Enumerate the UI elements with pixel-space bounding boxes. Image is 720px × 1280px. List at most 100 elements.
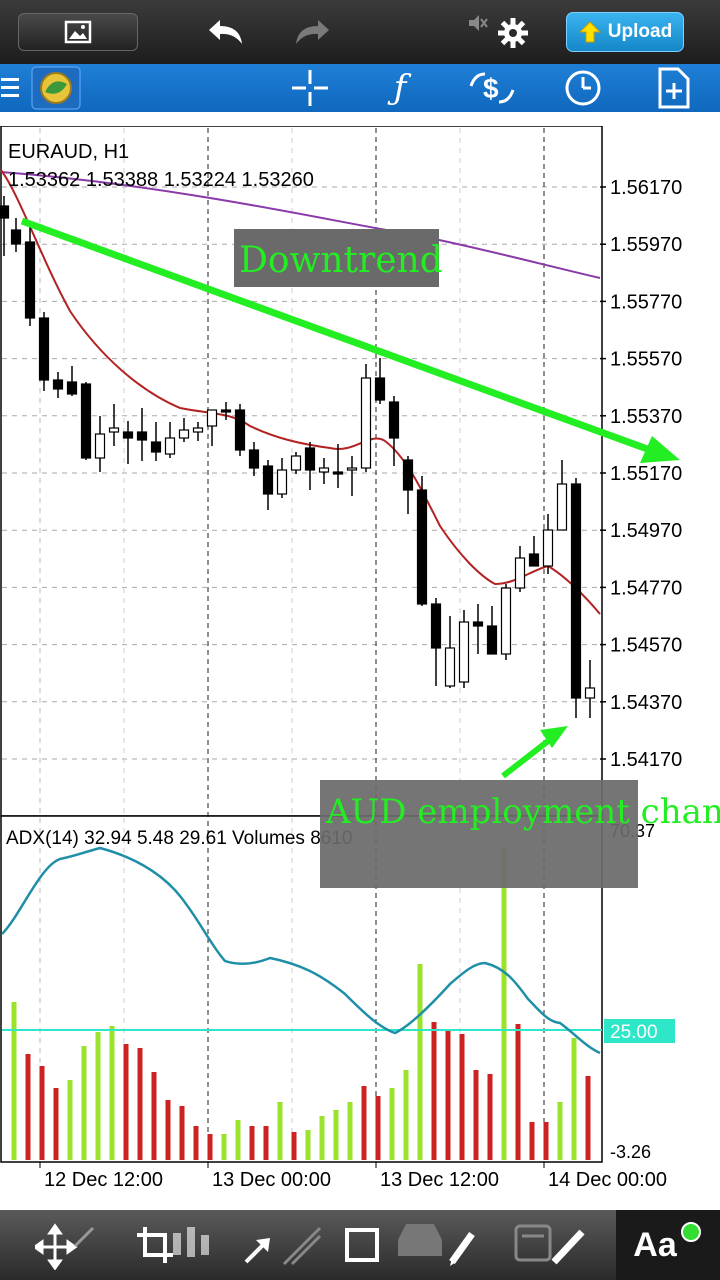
undo-icon[interactable] [206, 16, 246, 48]
time-tick-label: 13 Dec 00:00 [212, 1169, 331, 1191]
candle-body [542, 529, 554, 567]
candle [234, 404, 246, 456]
downtrend-label: Downtrend [239, 240, 443, 281]
candle-body [430, 603, 442, 649]
crop-icon[interactable] [130, 1210, 180, 1280]
candle-body [416, 489, 428, 605]
candle [430, 598, 442, 686]
move-icon[interactable] [30, 1210, 100, 1280]
document-icon[interactable] [510, 1210, 590, 1280]
aud-label: AUD employment change [325, 792, 720, 832]
candle-body [80, 383, 92, 459]
candle-body [346, 467, 358, 471]
indicator-level-label: 25.00 [610, 1022, 658, 1043]
new-order-icon[interactable] [654, 64, 694, 112]
app-logo-icon[interactable] [30, 64, 82, 112]
volume-bar [571, 1038, 577, 1160]
candle-body [234, 409, 246, 451]
price-chart[interactable]: 1.56170 1.55970 1.55770 1.55570 1.55370 1.551… [0, 125, 720, 1194]
volume-bar [417, 964, 423, 1160]
candle [276, 458, 288, 498]
text-size-icon[interactable]: Aa [616, 1210, 720, 1280]
aud-label-box [320, 780, 638, 888]
indicator-f-icon[interactable]: ƒ [393, 68, 407, 108]
candle [402, 456, 414, 514]
svg-text:$: $ [483, 73, 499, 104]
menu-icon[interactable] [0, 64, 22, 112]
slow-moving-average-line [0, 171, 601, 279]
arrow-draw-icon[interactable] [236, 1210, 326, 1280]
time-tick-label: 14 Dec 00:00 [548, 1169, 667, 1191]
time-tick-label: 12 Dec 12:00 [44, 1169, 163, 1191]
volume-bar [81, 1046, 87, 1160]
candle [150, 422, 162, 461]
candle [0, 196, 10, 256]
candle-body [332, 471, 344, 475]
indicator-min-label: -3.26 [610, 1142, 651, 1162]
candle-body [38, 317, 50, 381]
time-axis: 12 Dec 12:00 13 Dec 00:00 13 Dec 12:00 14 D… [39, 1162, 667, 1191]
volume-bar [193, 1126, 199, 1160]
candles-icon[interactable] [162, 1210, 222, 1280]
redo-icon[interactable] [292, 16, 332, 48]
symbol-label: EURAUD, H1 [8, 141, 129, 163]
rectangle-icon[interactable] [340, 1210, 384, 1280]
volume-bar [557, 1102, 563, 1160]
candle [178, 418, 190, 442]
candle-body [500, 587, 512, 655]
price-tick-label: 1.54570 [610, 635, 682, 657]
ohlc-values: 1.53362 1.53388 1.53224 1.53260 [8, 169, 314, 191]
candle [108, 404, 120, 446]
volume-bar [529, 1122, 535, 1160]
volume-bar [207, 1134, 213, 1160]
chart-window[interactable]: 1.56170 1.55970 1.55770 1.55570 1.55370 1.551… [0, 125, 720, 1194]
image-button[interactable] [18, 13, 138, 51]
candle [360, 364, 372, 472]
candle [570, 478, 582, 718]
candle [388, 396, 400, 466]
volume-bar [263, 1126, 269, 1160]
volume-bar [165, 1100, 171, 1160]
downtrend-arrow [20, 217, 680, 463]
price-tick-label: 1.55370 [610, 406, 682, 428]
volume-bar [11, 1002, 17, 1160]
candle [458, 610, 470, 688]
volume-bar [473, 1070, 479, 1160]
candle [332, 444, 344, 488]
candle [486, 606, 498, 655]
price-tick-label: 1.56170 [610, 177, 682, 199]
candle-body [388, 401, 400, 439]
volume-bar [445, 1030, 451, 1160]
candle [206, 409, 218, 446]
volume-bar [25, 1054, 31, 1160]
clock-icon[interactable] [560, 64, 606, 112]
candle-body [24, 241, 36, 319]
candle-body [248, 449, 260, 469]
volume-bar [39, 1066, 45, 1160]
time-tick-label: 13 Dec 12:00 [380, 1169, 499, 1191]
trade-icon[interactable]: $ [466, 64, 518, 112]
volume-bar [53, 1088, 59, 1160]
top-action-bar: Upload [0, 0, 720, 64]
candle-body [570, 483, 582, 699]
volume-bar [515, 1024, 521, 1160]
settings-gear-icon[interactable] [496, 16, 530, 50]
candlesticks [0, 196, 596, 718]
crosshair-icon[interactable] [288, 64, 332, 112]
volume-bar [389, 1088, 395, 1160]
volume-bar [291, 1132, 297, 1160]
candle [444, 616, 456, 688]
vertical-gridlines [39, 128, 545, 1160]
candle-body [0, 205, 10, 219]
adx-line [1, 846, 601, 1055]
price-tick-label: 1.55170 [610, 463, 682, 485]
candle-body [584, 687, 596, 699]
upload-button[interactable]: Upload [566, 12, 684, 52]
volume-bar [319, 1116, 325, 1160]
drawing-toolbar: Aa [0, 1210, 720, 1280]
price-tick-label: 1.54970 [610, 520, 682, 542]
candle [66, 366, 78, 396]
volume-bar [249, 1126, 255, 1160]
candle [248, 442, 260, 476]
tray-icon[interactable] [394, 1210, 484, 1280]
